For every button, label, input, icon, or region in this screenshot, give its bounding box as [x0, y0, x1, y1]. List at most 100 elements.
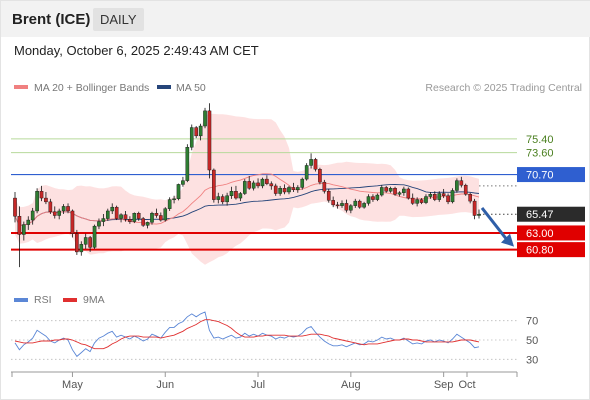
candle-body	[384, 187, 389, 192]
forecast-arrow-head	[501, 233, 514, 247]
chart-title: Brent (ICE)	[12, 11, 91, 28]
candle-body	[150, 213, 154, 223]
candle-body	[225, 195, 229, 203]
candle-body	[194, 127, 198, 137]
candle-body	[304, 165, 309, 180]
timeframe-button[interactable]: DAILY	[93, 8, 144, 31]
candle-body	[167, 199, 172, 209]
candle-body	[344, 203, 349, 211]
candle-body	[287, 187, 291, 193]
rsi-ma-legend-label: 9MA	[83, 294, 105, 306]
candle-body	[110, 206, 115, 212]
candle-body	[313, 159, 318, 170]
candle-body	[282, 188, 287, 193]
rsi-ma-line	[14, 319, 480, 350]
candle-body	[30, 210, 35, 221]
candle-body	[141, 218, 145, 226]
candle-body	[216, 196, 221, 200]
candle-body	[176, 184, 181, 200]
candle-body	[331, 200, 335, 206]
rsi-legend-label: RSI	[34, 294, 52, 306]
rsi-panel: 70 50 30	[11, 311, 538, 366]
candle-body	[472, 200, 477, 216]
candle-body	[251, 182, 256, 189]
candle-body	[349, 205, 353, 211]
chart-header: Brent (ICE) DAILY	[1, 1, 590, 37]
rsi-tick-label: 50	[526, 335, 538, 347]
candle-body	[220, 196, 225, 203]
candle-body	[39, 191, 44, 199]
candle-body	[273, 185, 278, 194]
candle-body	[463, 184, 468, 195]
candle-body	[388, 188, 393, 192]
candle-body	[136, 213, 141, 219]
candle-body	[353, 200, 358, 206]
candle-body	[326, 191, 331, 201]
rsi-line	[14, 311, 480, 358]
candle-body	[57, 210, 61, 216]
candle-body	[335, 204, 340, 207]
candle-body	[247, 181, 252, 189]
month-label-oct: Oct	[458, 379, 475, 391]
support-1-label: 63.00	[526, 228, 554, 240]
candle-body	[17, 216, 22, 235]
ma50-legend-label: MA 50	[176, 82, 206, 94]
candle-body	[477, 214, 481, 216]
ma20-legend-label: MA 20 + Bollinger Bands	[34, 82, 149, 94]
ma20-legend-swatch	[14, 85, 28, 89]
candle-body	[441, 193, 446, 196]
candle-body	[172, 198, 176, 201]
candle-body	[424, 196, 428, 203]
candle-body	[35, 191, 39, 212]
candle-body	[375, 194, 380, 200]
candle-body	[410, 197, 415, 204]
support-2-tag	[517, 242, 585, 258]
month-label-jul: Jul	[251, 379, 265, 391]
candle-body	[362, 203, 366, 208]
candle-body	[242, 181, 247, 194]
candle-body	[92, 225, 97, 248]
candle-body	[52, 211, 57, 216]
candle-body	[415, 199, 419, 204]
candle-body	[238, 193, 243, 199]
target-label-2: 73.60	[526, 148, 554, 160]
candle-body	[428, 194, 433, 197]
candle-body	[97, 221, 101, 227]
rsi-legend-swatch	[14, 298, 28, 302]
rsi-tick-label: 30	[526, 354, 538, 366]
candle-body	[406, 188, 411, 199]
candle-body	[379, 187, 384, 196]
candle-body	[163, 208, 168, 221]
candle-body	[212, 169, 216, 200]
research-credit: Research © 2025 Trading Central	[425, 82, 582, 94]
candle-body	[123, 214, 128, 220]
month-label-may: May	[62, 379, 83, 391]
candle-body	[114, 206, 119, 219]
candle-body	[48, 201, 53, 212]
candle-body	[61, 206, 66, 212]
candle-body	[256, 182, 260, 187]
candle-body	[185, 147, 190, 181]
candle-body	[291, 187, 296, 190]
rsi-ma-legend-swatch	[63, 298, 77, 302]
candle-body	[70, 210, 75, 234]
candle-body	[402, 188, 406, 193]
candle-body	[260, 178, 265, 187]
candle-body	[198, 125, 203, 137]
candle-body	[229, 191, 234, 196]
month-label-aug: Aug	[341, 379, 361, 391]
resistance-label: 70.70	[526, 170, 554, 182]
support-2-label: 60.80	[526, 245, 554, 257]
candle-body	[340, 203, 344, 206]
candle-body	[450, 190, 455, 203]
rsi-tick-label: 70	[526, 316, 538, 328]
candle-body	[79, 244, 84, 253]
candle-body	[371, 196, 375, 200]
candle-body	[181, 180, 185, 185]
candle-body	[207, 110, 212, 171]
candle-body	[22, 224, 26, 235]
candle-body	[269, 183, 274, 187]
timestamp: Monday, October 6, 2025 2:49:43 AM CET	[14, 43, 259, 58]
